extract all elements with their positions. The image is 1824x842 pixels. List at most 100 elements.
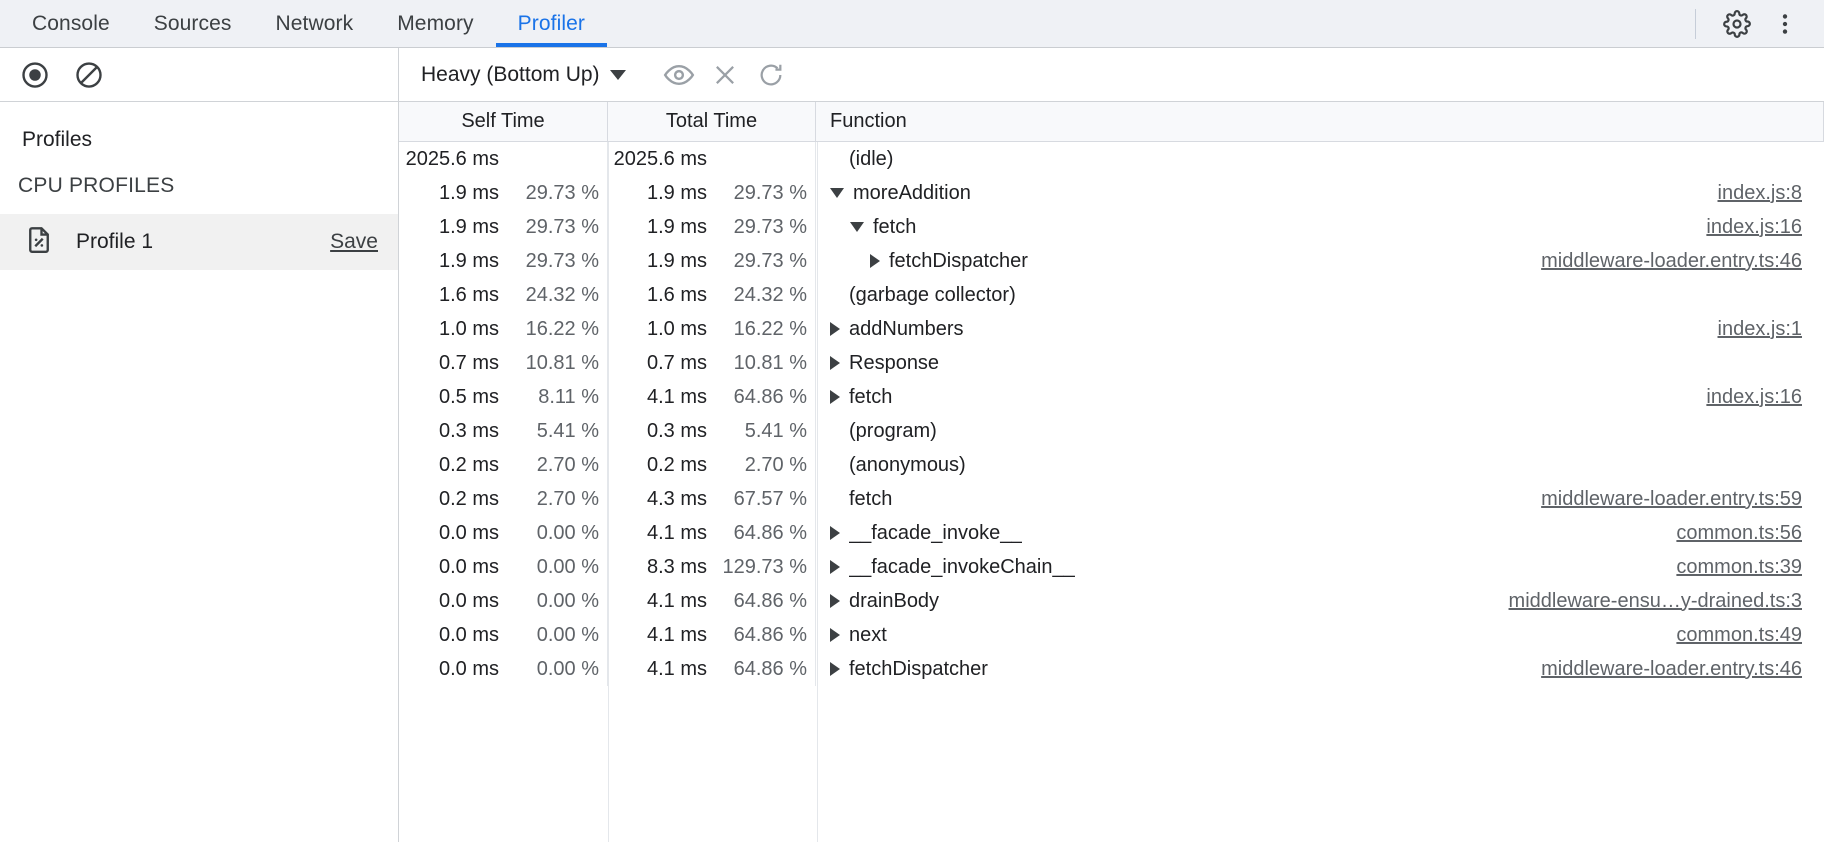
self-time-pct: 24.32 % (525, 283, 599, 306)
table-row[interactable]: 0.0 ms 0.00 % 4.1 ms 64.86 % drainBody middle… (399, 584, 1824, 618)
function-name: fetch (849, 385, 893, 408)
close-x-icon[interactable] (704, 54, 746, 96)
expand-triangle-right-icon[interactable] (870, 254, 880, 268)
cell-function: (anonymous) (816, 448, 1824, 482)
column-header-function[interactable]: Function (816, 102, 1824, 141)
tab-sources[interactable]: Sources (132, 0, 254, 47)
cell-total-time: 1.9 ms 29.73 % (608, 210, 816, 244)
gear-icon[interactable] (1716, 3, 1758, 45)
cell-self-time: 1.6 ms 24.32 % (399, 278, 608, 312)
self-time-pct: 29.73 % (525, 215, 599, 238)
cell-self-time: 1.9 ms 29.73 % (399, 210, 608, 244)
function-name: addNumbers (849, 317, 964, 340)
source-link[interactable]: index.js:1 (1717, 317, 1803, 340)
refresh-icon[interactable] (750, 54, 792, 96)
source-link[interactable]: middleware-loader.entry.ts:59 (1541, 487, 1802, 510)
expand-triangle-right-icon[interactable] (830, 356, 840, 370)
table-row[interactable]: 0.5 ms 8.11 % 4.1 ms 64.86 % fetch index.js:1… (399, 380, 1824, 414)
source-link[interactable]: middleware-ensu…y-drained.ts:3 (1508, 589, 1802, 612)
kebab-menu-icon[interactable] (1764, 3, 1806, 45)
save-profile-link[interactable]: Save (330, 230, 378, 253)
ban-clear-icon[interactable] (68, 54, 110, 96)
expand-triangle-right-icon[interactable] (830, 594, 840, 608)
source-link[interactable]: middleware-loader.entry.ts:46 (1541, 249, 1802, 272)
table-row[interactable]: 1.9 ms 29.73 % 1.9 ms 29.73 % fetch index.js:… (399, 210, 1824, 244)
cell-total-time: 1.0 ms 16.22 % (608, 312, 816, 346)
cell-function: __facade_invoke__ common.ts:56 (816, 516, 1824, 550)
cell-total-time: 8.3 ms 129.73 % (608, 550, 816, 584)
expand-triangle-down-icon[interactable] (830, 188, 844, 198)
table-row[interactable]: 0.0 ms 0.00 % 4.1 ms 64.86 % fetchDispatcher… (399, 652, 1824, 686)
table-row[interactable]: 0.0 ms 0.00 % 4.1 ms 64.86 % __facade_invoke… (399, 516, 1824, 550)
total-time-ms: 1.9 ms (646, 181, 707, 204)
column-header-total-time[interactable]: Total Time (608, 102, 816, 141)
self-time-ms: 1.6 ms (438, 283, 499, 306)
tab-memory[interactable]: Memory (375, 0, 495, 47)
source-link[interactable]: index.js:16 (1706, 385, 1802, 408)
total-time-ms: 1.0 ms (646, 317, 707, 340)
cell-total-time: 0.2 ms 2.70 % (608, 448, 816, 482)
table-row[interactable]: 0.0 ms 0.00 % 4.1 ms 64.86 % next common.ts:4… (399, 618, 1824, 652)
table-row[interactable]: 0.2 ms 2.70 % 4.3 ms 67.57 % fetch middleware… (399, 482, 1824, 516)
cell-total-time: 4.3 ms 67.57 % (608, 482, 816, 516)
sidebar-section-cpu-profiles: CPU PROFILES (18, 174, 175, 197)
table-row[interactable]: 1.9 ms 29.73 % 1.9 ms 29.73 % fetchDispatche… (399, 244, 1824, 278)
function-name: __facade_invoke__ (849, 521, 1023, 544)
record-circle-icon[interactable] (14, 54, 56, 96)
table-row[interactable]: 0.3 ms 5.41 % 0.3 ms 5.41 % (program) (399, 414, 1824, 448)
expand-triangle-right-icon[interactable] (830, 662, 840, 676)
source-link[interactable]: index.js:8 (1717, 181, 1803, 204)
expand-triangle-right-icon[interactable] (830, 560, 840, 574)
source-link[interactable]: index.js:16 (1706, 215, 1802, 238)
column-header-self-time[interactable]: Self Time (399, 102, 608, 141)
source-link[interactable]: common.ts:39 (1676, 555, 1802, 578)
tab-network[interactable]: Network (254, 0, 376, 47)
toolbar-divider (1695, 8, 1696, 39)
cell-self-time: 0.0 ms 0.00 % (399, 550, 608, 584)
total-time-ms: 1.9 ms (646, 215, 707, 238)
cell-total-time: 4.1 ms 64.86 % (608, 618, 816, 652)
self-time-pct: 0.00 % (536, 623, 599, 646)
cell-total-time: 4.1 ms 64.86 % (608, 516, 816, 550)
profiler-body: Profiles CPU PROFILES Profile 1 Save Sel… (0, 102, 1824, 842)
tab-console[interactable]: Console (10, 0, 132, 47)
cell-function: next common.ts:49 (816, 618, 1824, 652)
expand-triangle-right-icon[interactable] (830, 526, 840, 540)
expand-triangle-right-icon[interactable] (830, 628, 840, 642)
self-time-pct: 5.41 % (536, 419, 599, 442)
cell-function: __facade_invokeChain__ common.ts:39 (816, 550, 1824, 584)
table-row[interactable]: 0.2 ms 2.70 % 0.2 ms 2.70 % (anonymous) (399, 448, 1824, 482)
source-link[interactable]: common.ts:56 (1676, 521, 1802, 544)
source-link[interactable]: middleware-loader.entry.ts:46 (1541, 657, 1802, 680)
cell-self-time: 0.3 ms 5.41 % (399, 414, 608, 448)
table-row[interactable]: 2025.6 ms 2025.6 ms (idle) (399, 142, 1824, 176)
table-row[interactable]: 1.0 ms 16.22 % 1.0 ms 16.22 % addNumbers inde… (399, 312, 1824, 346)
cell-function: fetchDispatcher middleware-loader.entry.t… (816, 244, 1824, 278)
source-link[interactable]: common.ts:49 (1676, 623, 1802, 646)
tab-bar-actions (1689, 0, 1824, 47)
table-row[interactable]: 0.7 ms 10.81 % 0.7 ms 10.81 % Response (399, 346, 1824, 380)
total-time-pct: 67.57 % (733, 487, 807, 510)
cell-function: (garbage collector) (816, 278, 1824, 312)
cell-function: Response (816, 346, 1824, 380)
tab-label: Memory (397, 11, 474, 35)
cell-self-time: 1.9 ms 29.73 % (399, 176, 608, 210)
eye-icon[interactable] (658, 54, 700, 96)
expand-triangle-right-icon[interactable] (830, 322, 840, 336)
table-row[interactable]: 0.0 ms 0.00 % 8.3 ms 129.73 % __facade_invok… (399, 550, 1824, 584)
expand-triangle-right-icon[interactable] (830, 390, 840, 404)
self-time-ms: 0.2 ms (438, 453, 499, 476)
sidebar-item-profile-1[interactable]: Profile 1 Save (0, 214, 398, 270)
cell-total-time: 2025.6 ms (608, 142, 816, 176)
function-name: (program) (849, 419, 937, 442)
table-row[interactable]: 1.6 ms 24.32 % 1.6 ms 24.32 % (garbage colle… (399, 278, 1824, 312)
function-name: (anonymous) (849, 453, 966, 476)
total-time-pct: 129.73 % (722, 555, 807, 578)
tab-profiler[interactable]: Profiler (495, 0, 608, 47)
self-time-ms: 1.9 ms (438, 181, 499, 204)
function-name: __facade_invokeChain__ (849, 555, 1075, 578)
cell-self-time: 0.0 ms 0.00 % (399, 652, 608, 686)
expand-triangle-down-icon[interactable] (850, 222, 864, 232)
table-row[interactable]: 1.9 ms 29.73 % 1.9 ms 29.73 % moreAddition in… (399, 176, 1824, 210)
view-mode-dropdown[interactable]: Heavy (Bottom Up) (413, 59, 634, 91)
